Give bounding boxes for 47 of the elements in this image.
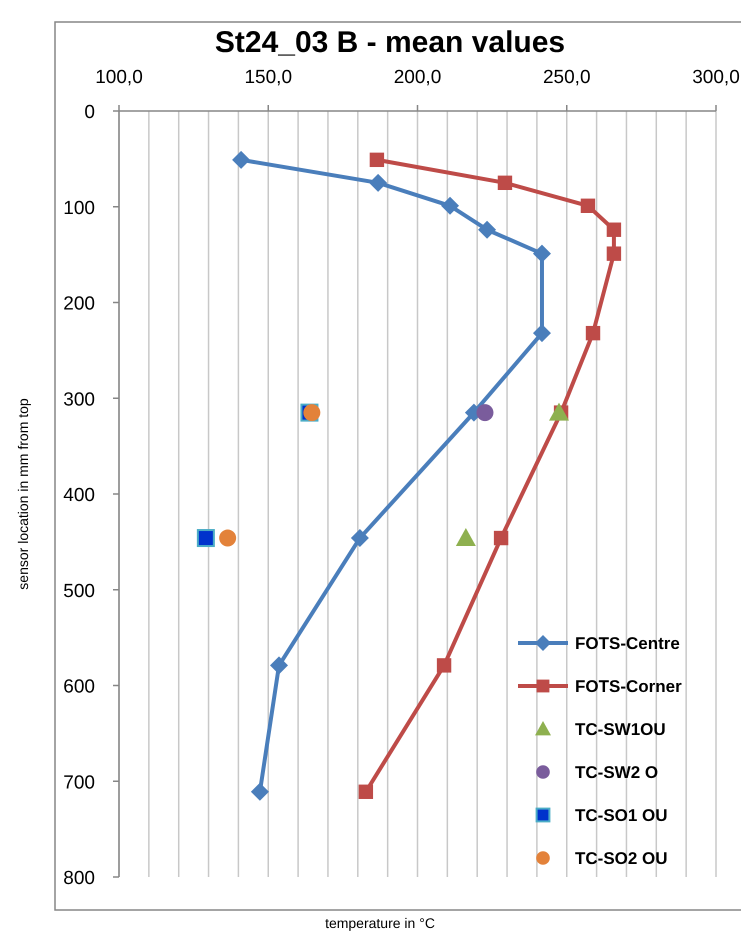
y-tick-label: 400 — [63, 485, 95, 506]
point — [350, 529, 369, 548]
point — [370, 152, 384, 168]
x-tick-label: 150,0 — [244, 67, 292, 88]
x-tick-label: 250,0 — [542, 67, 591, 88]
y-tick-label: 200 — [63, 294, 95, 314]
y-axis-title: sensor location in mm from top — [15, 398, 31, 590]
point — [441, 196, 460, 215]
point — [476, 404, 494, 422]
y-tick-label: 100 — [63, 198, 95, 219]
y-tick-label: 600 — [63, 676, 95, 698]
legend-label: TC-SW1OU — [575, 720, 666, 739]
y-tick-label: 0 — [84, 102, 95, 123]
chart-title: St24_03 B - mean values — [214, 26, 566, 59]
point — [369, 174, 388, 192]
point — [303, 404, 320, 422]
y-tick-label: 300 — [63, 389, 95, 410]
y-tick-label: 800 — [63, 868, 95, 889]
point — [606, 222, 622, 237]
point — [219, 530, 236, 547]
point — [250, 782, 269, 801]
y-tick-label: 700 — [63, 772, 95, 794]
legend-label: TC-SO2 OU — [575, 849, 668, 868]
point — [494, 530, 508, 546]
legend-label: TC-SO1 OU — [575, 806, 668, 825]
x-tick-label: 300,0 — [692, 67, 740, 88]
y-tick-label: 500 — [63, 580, 95, 602]
x-tick-label: 100,0 — [95, 67, 143, 88]
legend-label: FOTS-Centre — [575, 634, 680, 653]
point — [270, 656, 288, 674]
point — [580, 198, 596, 213]
point — [586, 326, 600, 340]
point — [498, 176, 512, 190]
point — [532, 244, 551, 263]
x-tick-label: 200,0 — [394, 67, 442, 88]
point — [532, 324, 551, 342]
x-axis-title: temperature in °C — [325, 915, 435, 931]
point — [196, 529, 215, 548]
point — [606, 246, 622, 261]
point — [232, 150, 250, 169]
point — [548, 402, 569, 421]
point — [358, 784, 374, 799]
legend-label: FOTS-Corner — [575, 677, 682, 696]
point — [456, 528, 476, 546]
legend-label: TC-SW2 O — [575, 763, 658, 782]
point — [436, 658, 452, 673]
point — [478, 220, 496, 239]
